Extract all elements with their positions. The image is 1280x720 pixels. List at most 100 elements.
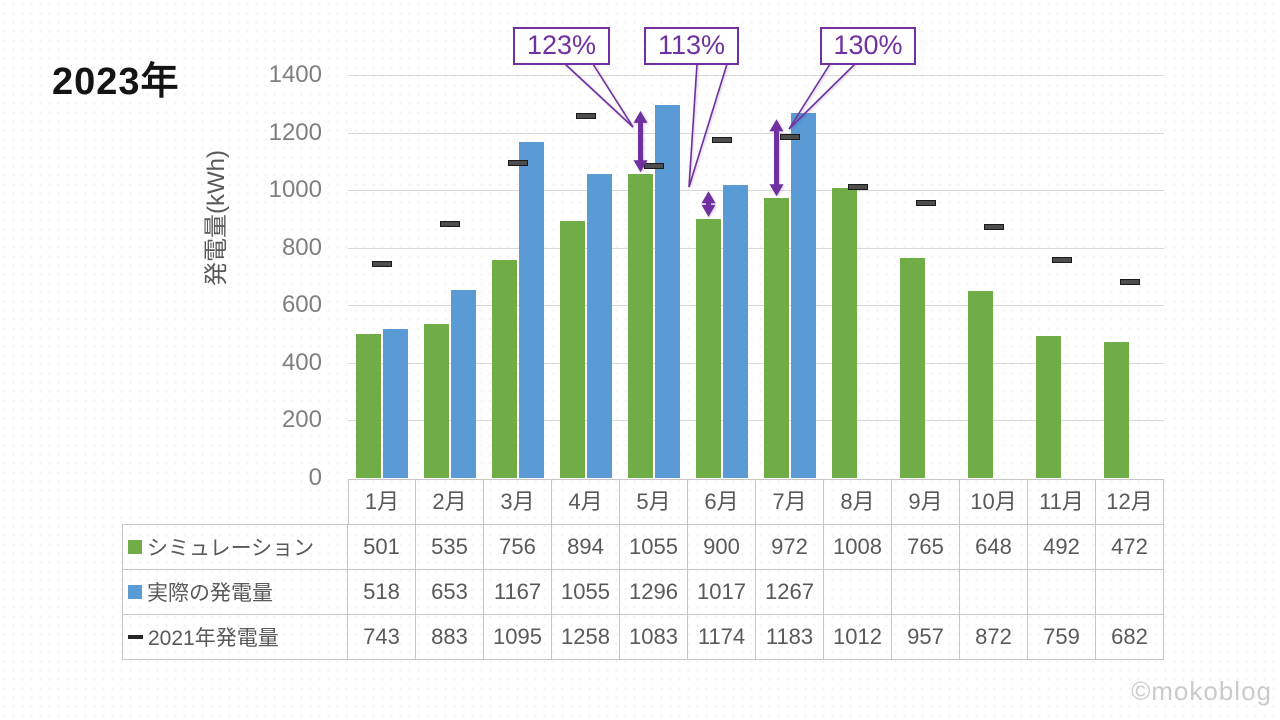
table-cell-simulation-12月: 472 <box>1096 525 1164 570</box>
table-cell-y2021-5月: 1083 <box>620 615 688 660</box>
marker-y2021-2月 <box>440 221 460 227</box>
bar-actual-5月 <box>655 105 680 478</box>
table-cell-actual-4月: 1055 <box>552 570 620 615</box>
marker-y2021-3月 <box>508 160 528 166</box>
bar-actual-4月 <box>587 174 612 478</box>
callout-pointer-line-6月-1 <box>688 63 728 188</box>
comparison-arrow-head-down-6月 <box>701 204 716 217</box>
month-header-cell-2月: 2月 <box>416 479 484 524</box>
marker-y2021-4月 <box>576 113 596 119</box>
month-header-cell-7月: 7月 <box>756 479 824 524</box>
bar-actual-6月 <box>723 185 748 478</box>
marker-y2021-12月 <box>1120 279 1140 285</box>
bar-simulation-1月 <box>356 334 381 478</box>
gridline-1400 <box>348 75 1164 76</box>
table-cell-y2021-2月: 883 <box>416 615 484 660</box>
table-cell-actual-12月 <box>1096 570 1164 615</box>
month-header-cell-3月: 3月 <box>484 479 552 524</box>
legend-label-simulation: シミュレーション <box>147 537 315 560</box>
gridline-800 <box>348 248 1164 249</box>
marker-y2021-1月 <box>372 261 392 267</box>
gridline-600 <box>348 305 1164 306</box>
table-cell-actual-3月: 1167 <box>484 570 552 615</box>
marker-y2021-6月 <box>712 137 732 143</box>
table-cell-simulation-3月: 756 <box>484 525 552 570</box>
comparison-arrow-head-up-5月 <box>633 110 648 123</box>
table-cell-y2021-1月: 743 <box>348 615 416 660</box>
table-cell-simulation-5月: 1055 <box>620 525 688 570</box>
month-header-cell-4月: 4月 <box>552 479 620 524</box>
y-tick-label-1200: 1200 <box>268 119 322 146</box>
bar-simulation-9月 <box>900 258 925 478</box>
callout-june-ratio: 113% <box>644 27 739 65</box>
marker-y2021-8月 <box>848 184 868 190</box>
table-cell-actual-6月: 1017 <box>688 570 756 615</box>
table-cell-simulation-7月: 972 <box>756 525 824 570</box>
table-cell-actual-2月: 653 <box>416 570 484 615</box>
marker-y2021-10月 <box>984 224 1004 230</box>
bar-actual-7月 <box>791 113 816 478</box>
bar-simulation-6月 <box>696 219 721 478</box>
table-cell-simulation-10月: 648 <box>960 525 1028 570</box>
table-cell-actual-8月 <box>824 570 892 615</box>
table-cell-y2021-7月: 1183 <box>756 615 824 660</box>
month-header-cell-6月: 6月 <box>688 479 756 524</box>
bar-simulation-2月 <box>424 324 449 478</box>
bar-simulation-4月 <box>560 221 585 478</box>
bar-simulation-8月 <box>832 188 857 478</box>
table-cell-simulation-11月: 492 <box>1028 525 1096 570</box>
callout-may-ratio: 123% <box>513 27 610 65</box>
bar-simulation-7月 <box>764 198 789 478</box>
legend-marker-actual-square-icon <box>128 585 142 599</box>
gridline-200 <box>348 420 1164 421</box>
marker-y2021-5月 <box>644 163 664 169</box>
table-cell-simulation-4月: 894 <box>552 525 620 570</box>
table-cell-y2021-9月: 957 <box>892 615 960 660</box>
y-tick-label-200: 200 <box>281 406 322 433</box>
month-header-cell-9月: 9月 <box>892 479 960 524</box>
table-cell-y2021-12月: 682 <box>1096 615 1164 660</box>
bar-actual-3月 <box>519 142 544 478</box>
legend-marker-simulation-square-icon <box>128 540 142 554</box>
month-header-cell-10月: 10月 <box>960 479 1028 524</box>
callout-pointer-line-6月-0 <box>688 63 698 188</box>
table-cell-actual-1月: 518 <box>348 570 416 615</box>
bar-actual-2月 <box>451 290 476 478</box>
table-cell-actual-5月: 1296 <box>620 570 688 615</box>
table-cell-actual-11月 <box>1028 570 1096 615</box>
gridline-1200 <box>348 133 1164 134</box>
table-month-header-row: 1月 2月 3月 4月 5月 6月 7月 8月 9月 10月 11月 12月 <box>348 479 1164 524</box>
table-cell-y2021-11月: 759 <box>1028 615 1096 660</box>
bar-simulation-3月 <box>492 260 517 478</box>
bar-simulation-10月 <box>968 291 993 478</box>
y-tick-label-1400: 1400 <box>268 61 322 88</box>
page-title: 2023年 <box>52 61 180 103</box>
table-cell-simulation-6月: 900 <box>688 525 756 570</box>
table-cell-simulation-1月: 501 <box>348 525 416 570</box>
callout-pointer-line-5月-1 <box>592 63 634 128</box>
legend-item-simulation: シミュレーション <box>122 525 348 570</box>
month-header-cell-11月: 11月 <box>1028 479 1096 524</box>
bar-simulation-12月 <box>1104 342 1129 478</box>
legend-label-y2021: 2021年発電量 <box>148 627 279 650</box>
marker-y2021-9月 <box>916 200 936 206</box>
month-header-cell-12月: 12月 <box>1096 479 1164 524</box>
y-tick-label-400: 400 <box>281 349 322 376</box>
table-cell-y2021-8月: 1012 <box>824 615 892 660</box>
legend-marker-y2021-dash-icon <box>128 635 143 639</box>
marker-y2021-7月 <box>780 134 800 140</box>
legend-item-actual: 実際の発電量 <box>122 570 348 615</box>
month-header-cell-5月: 5月 <box>620 479 688 524</box>
y-tick-label-1000: 1000 <box>268 176 322 203</box>
table-cell-y2021-3月: 1095 <box>484 615 552 660</box>
comparison-arrow-head-up-6月 <box>701 191 716 204</box>
gridline-400 <box>348 363 1164 364</box>
table-cell-simulation-8月: 1008 <box>824 525 892 570</box>
y-tick-label-800: 800 <box>281 234 322 261</box>
table-cell-y2021-10月: 872 <box>960 615 1028 660</box>
month-header-cell-8月: 8月 <box>824 479 892 524</box>
legend-label-actual: 実際の発電量 <box>147 582 273 605</box>
month-header-cell-1月: 1月 <box>348 479 416 524</box>
table-cell-y2021-6月: 1174 <box>688 615 756 660</box>
